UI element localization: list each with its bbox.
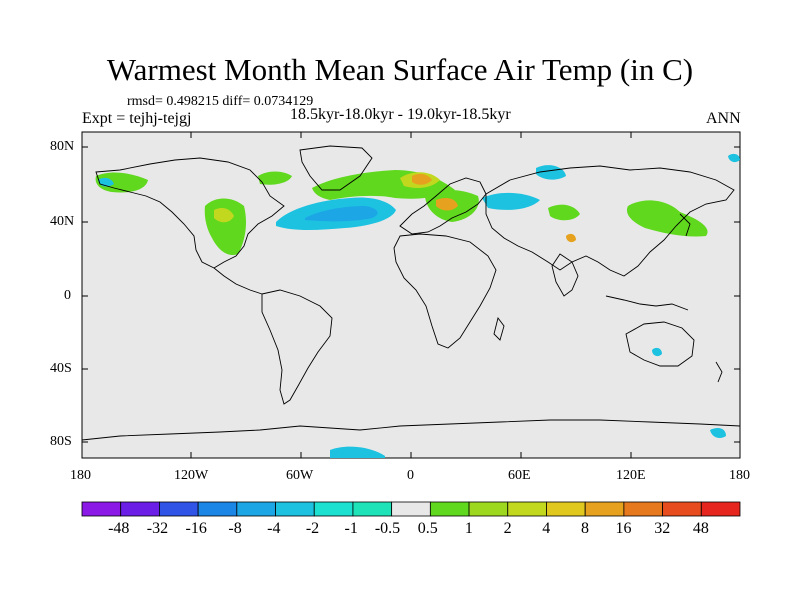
x-tick-label: 180 [70, 468, 91, 483]
anomaly-nh-orange-1 [412, 173, 432, 185]
y-tick-label: 80N [50, 139, 75, 154]
coastline-madagascar [493, 316, 505, 341]
colorbar-label: -4 [267, 520, 281, 537]
colorbar-swatch [623, 501, 663, 517]
colorbar-swatch [391, 501, 431, 517]
colorbar-label: 8 [580, 520, 589, 537]
y-tick-label: 0 [64, 288, 71, 303]
subtitle: 18.5kyr-18.0kyr - 19.0kyr-18.5kyr [290, 106, 511, 123]
x-tick-label: 120E [616, 468, 646, 483]
y-tick-label: 40S [50, 361, 72, 376]
colorbar-label: -16 [185, 520, 207, 537]
coastline-greenland [299, 145, 373, 191]
anomaly-antarctic-cyan-2 [710, 428, 726, 438]
colorbar-label: 16 [615, 520, 632, 537]
colorbar-label: -48 [108, 520, 130, 537]
colorbar-swatch [662, 501, 702, 517]
anomaly-asia-cyan-2 [536, 165, 566, 180]
colorbar-label: -8 [228, 520, 242, 537]
anomaly-pacific-cyan [728, 153, 740, 163]
colorbar-label: 48 [692, 520, 709, 537]
x-tick-label: 180 [729, 468, 750, 483]
anomaly-antarctic-cyan [330, 446, 385, 458]
anomaly-australia-cyan [652, 347, 662, 357]
anomaly-canada-green [95, 172, 148, 193]
anomaly-asia-yellow [566, 233, 576, 243]
colorbar-swatch [313, 501, 354, 517]
anomaly-asia-green [548, 204, 580, 221]
coastline-antarctica [81, 419, 741, 441]
colorbar-swatch [352, 501, 393, 517]
colorbar-swatch [159, 501, 199, 517]
colorbar-label: 2 [503, 520, 512, 537]
anomaly-arctic-green [258, 171, 292, 185]
anomaly-atlantic-strong [305, 206, 378, 222]
x-tick-label: 60W [286, 468, 314, 483]
experiment-label: Expt = tejhj-tejgj [82, 110, 192, 127]
coastline-asia [485, 165, 735, 277]
colorbar-label: -1 [344, 520, 358, 537]
colorbar-swatch [468, 501, 509, 517]
chart-title: Warmest Month Mean Surface Air Temp (in … [106, 52, 694, 87]
anomaly-europe-orange [436, 198, 458, 211]
coastline-indonesia [605, 295, 689, 311]
axis-ticks [82, 132, 740, 458]
colorbar-label: -0.5 [374, 520, 401, 537]
x-tick-label: 0 [407, 468, 414, 483]
coastlines [81, 145, 741, 441]
x-tick-label: 60E [508, 468, 531, 483]
coastline-south-america [261, 289, 333, 405]
colorbar-swatch [275, 501, 315, 517]
colorbar-swatch [120, 501, 160, 517]
y-tick-label: 80S [50, 434, 72, 449]
coastline-india [551, 253, 579, 297]
colorbar-swatch [197, 501, 238, 517]
colorbar-label: -32 [146, 520, 169, 537]
colorbar-label: -2 [305, 520, 320, 537]
anomaly-siberia-cyan [482, 192, 540, 210]
colorbar-swatch [507, 501, 547, 517]
anomaly-eastasia-green [626, 200, 708, 237]
colorbar-label: 1 [464, 520, 473, 537]
coastline-australia [625, 321, 695, 367]
coastline-africa [393, 233, 497, 349]
coastline-north-america [95, 157, 285, 269]
coastline-central-america [213, 267, 263, 295]
colorbar-label: 4 [542, 520, 551, 537]
colorbar-swatch [584, 501, 625, 517]
y-tick-label: 40N [50, 214, 75, 229]
colorbar-label: 0.5 [417, 520, 438, 537]
stats-text: rmsd= 0.498215 diff= 0.0734129 [127, 94, 314, 109]
coastline-japan [679, 213, 691, 237]
anomaly-fields [95, 153, 740, 458]
colorbar-swatch [81, 501, 122, 517]
coastline-new-zealand [715, 361, 723, 383]
season-label: ANN [706, 110, 741, 127]
x-tick-label: 120W [174, 468, 209, 483]
colorbar-swatch [236, 501, 276, 517]
colorbar [81, 501, 741, 517]
colorbar-swatch [429, 501, 470, 517]
colorbar-swatch [700, 501, 741, 517]
colorbar-label: 32 [654, 520, 671, 537]
colorbar-swatch [546, 501, 586, 517]
anomaly-namerica-yellow [214, 208, 234, 223]
